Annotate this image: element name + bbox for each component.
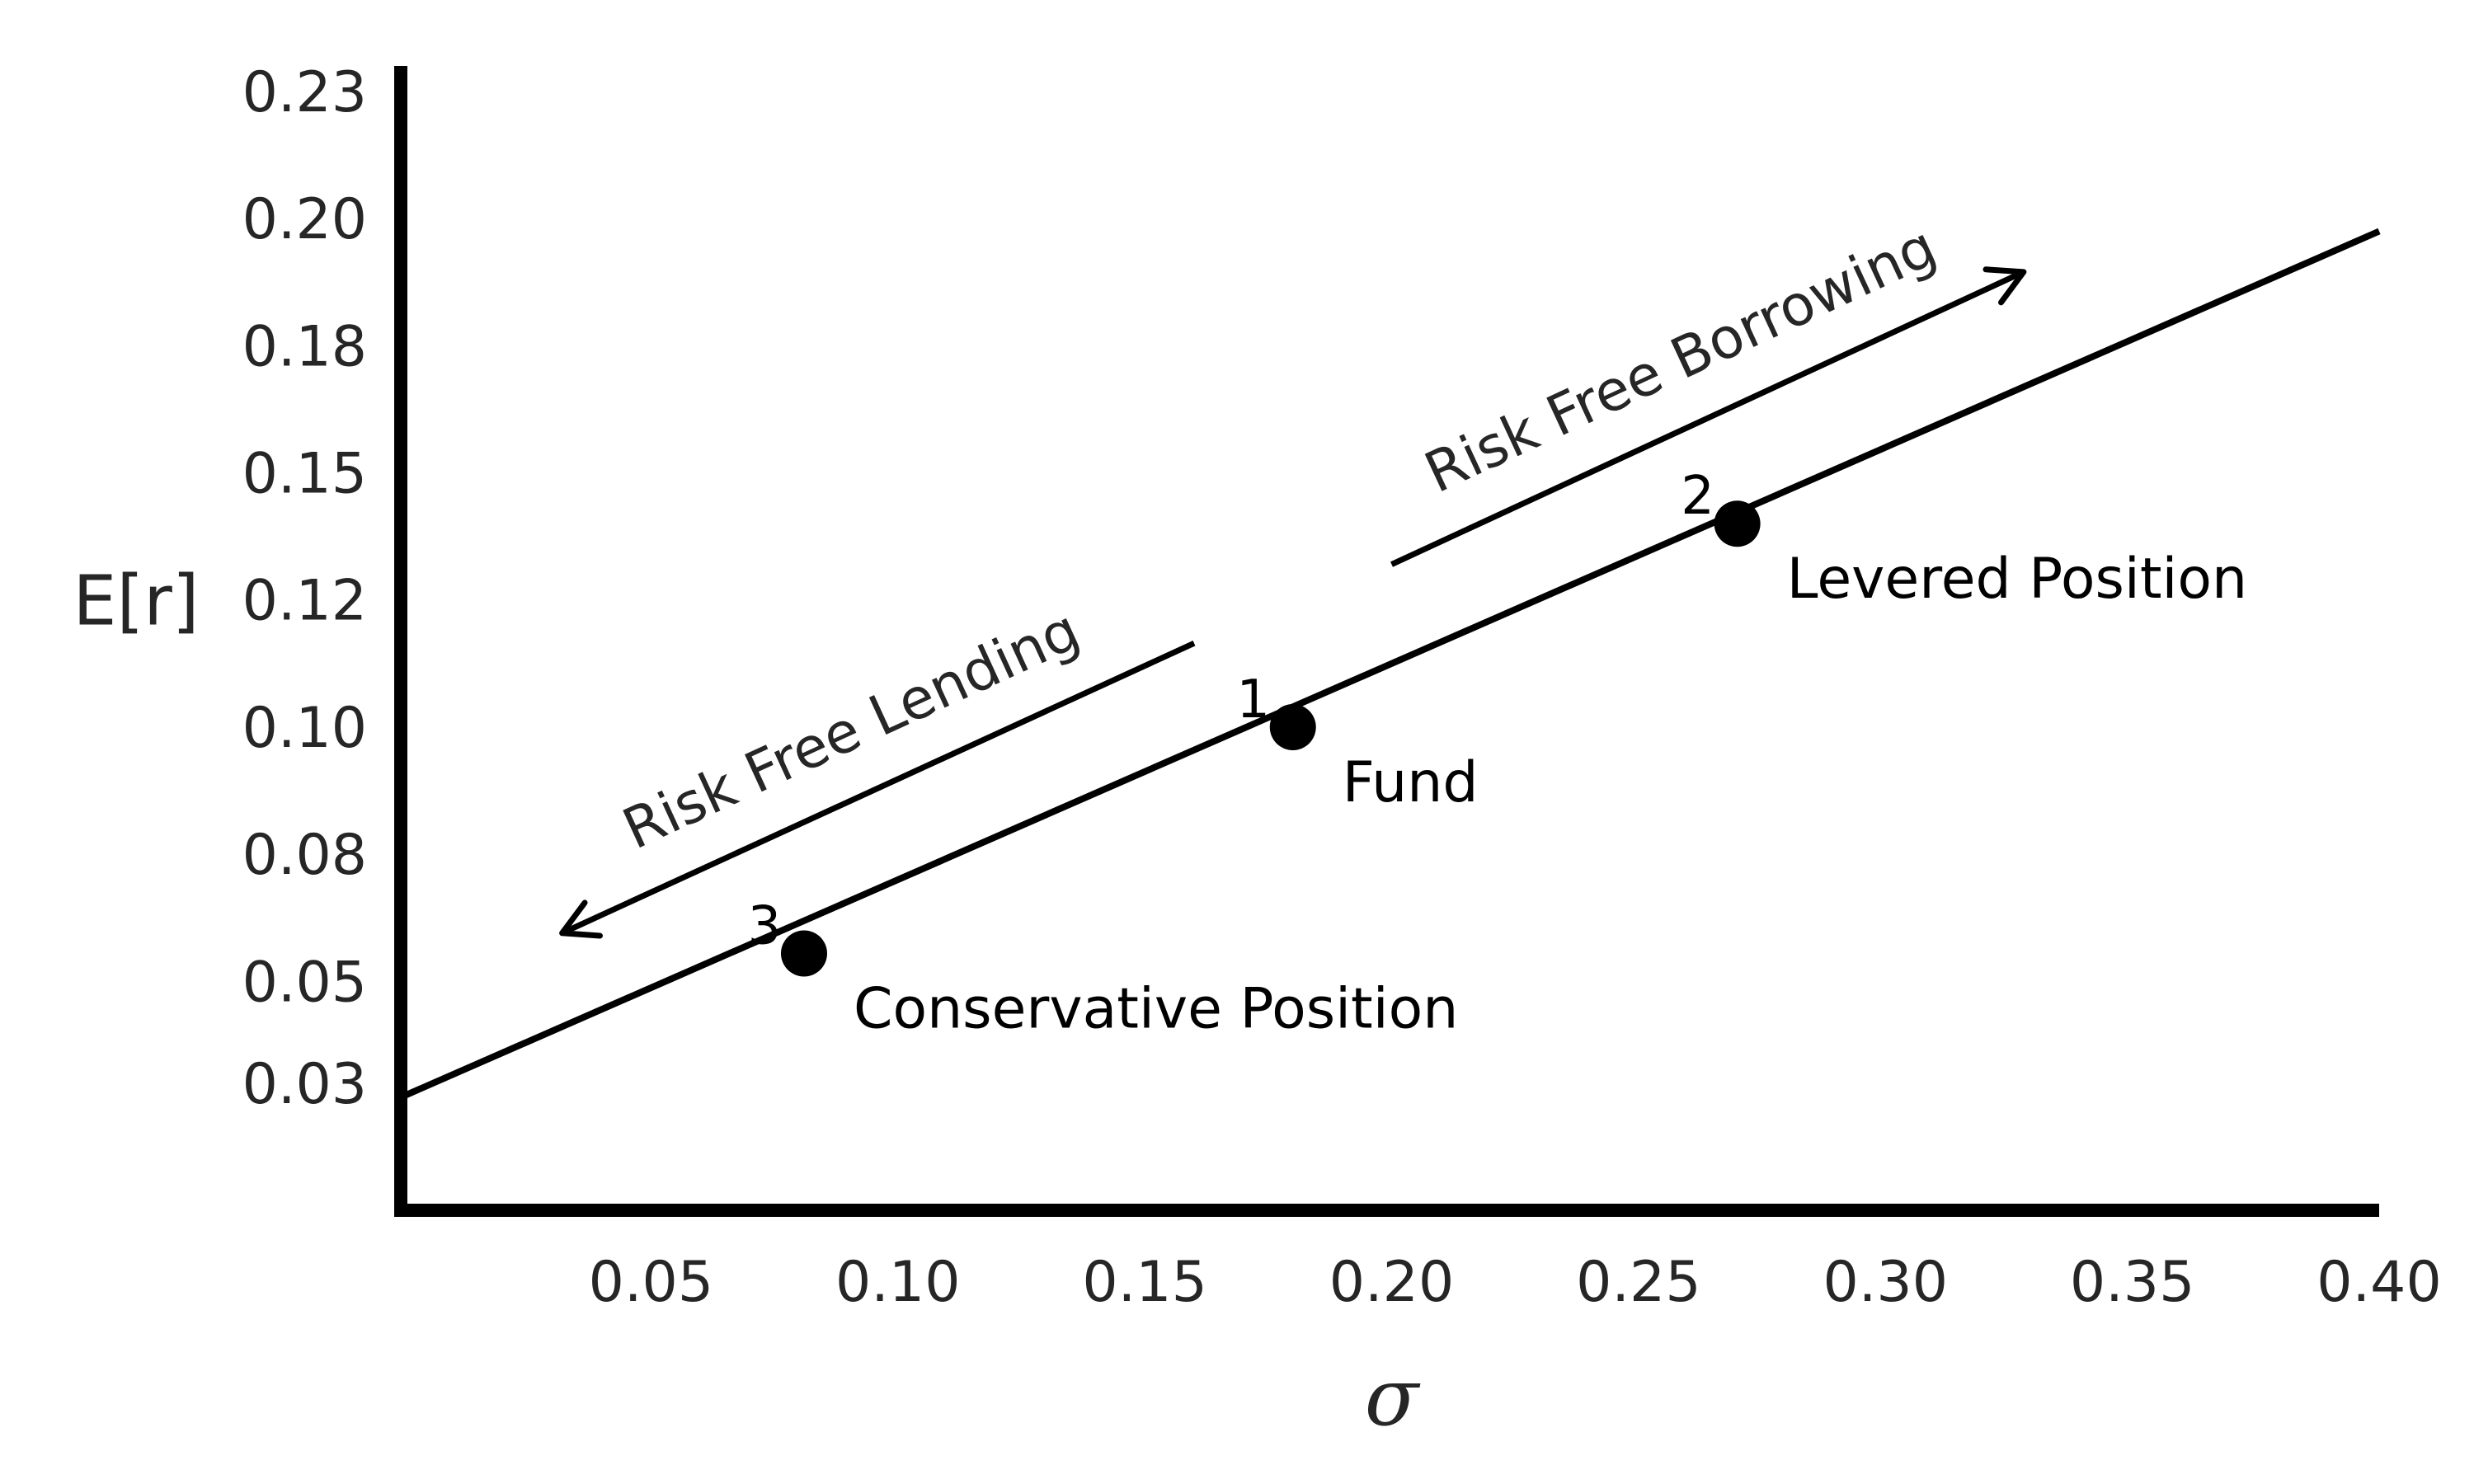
y-tick-label: 0.15 (242, 442, 367, 507)
borrowing-label: Risk Free Borrowing (1415, 214, 1945, 506)
point-number: 1 (1236, 669, 1270, 730)
y-tick-label: 0.20 (242, 187, 367, 252)
y-tick-label: 0.10 (242, 696, 367, 761)
x-tick-label: 0.15 (1082, 1250, 1206, 1315)
point-label: Conservative Position (854, 976, 1458, 1041)
data-point: 1 Fund (1236, 669, 1478, 815)
arrow-shaft (1390, 269, 2025, 567)
x-axis-title: σ (1365, 1351, 1421, 1444)
arrow-shaft (561, 640, 1196, 936)
x-tick-label: 0.40 (2316, 1250, 2441, 1315)
y-axis-title: E[r] (73, 561, 199, 641)
arrowhead (559, 899, 603, 939)
y-tick-label: 0.12 (242, 569, 367, 634)
x-tick-label: 0.20 (1329, 1250, 1454, 1315)
point-label: Levered Position (1787, 547, 2247, 612)
lending-label: Risk Free Lending (614, 598, 1089, 862)
x-tick-label: 0.25 (1576, 1250, 1700, 1315)
arrowhead (1982, 266, 2027, 306)
y-tick-label: 0.03 (242, 1052, 367, 1117)
y-tick-label: 0.05 (242, 950, 367, 1015)
point-marker (780, 930, 827, 977)
point-marker (1714, 500, 1761, 547)
y-tick-labels: 0.03 0.05 0.08 0.10 0.12 0.15 0.18 0.20 0.23 (242, 60, 367, 1117)
point-number: 3 (748, 895, 782, 956)
capital-market-line (402, 228, 2381, 1099)
x-tick-label: 0.10 (835, 1250, 960, 1315)
point-label: Fund (1343, 750, 1479, 815)
data-points: 1 Fund 2 Levered Position 3 Conservative Posi… (748, 466, 2247, 1041)
y-tick-label: 0.18 (242, 314, 367, 379)
x-tick-label: 0.35 (2070, 1250, 2194, 1315)
x-tick-labels: 0.05 0.10 0.15 0.20 0.25 0.30 0.35 0.40 (589, 1250, 2442, 1315)
x-tick-label: 0.30 (1823, 1250, 1948, 1315)
y-tick-label: 0.08 (242, 823, 367, 888)
point-number: 2 (1681, 466, 1714, 527)
point-marker (1269, 703, 1316, 750)
data-point: 2 Levered Position (1681, 466, 2247, 612)
data-point: 3 Conservative Position (748, 895, 1459, 1041)
y-tick-label: 0.23 (242, 60, 367, 125)
x-tick-label: 0.05 (589, 1250, 713, 1315)
